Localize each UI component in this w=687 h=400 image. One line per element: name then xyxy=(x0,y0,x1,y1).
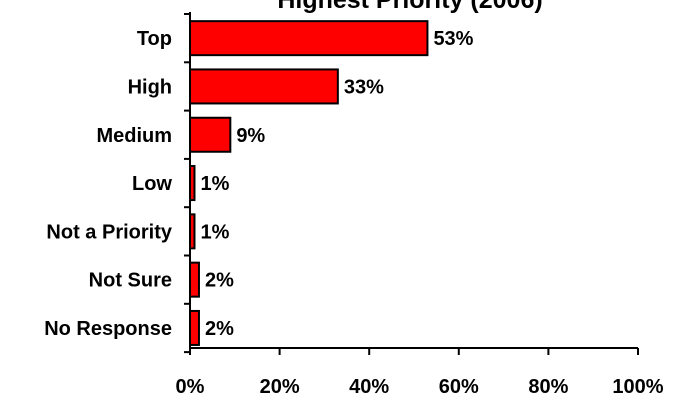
category-label: Medium xyxy=(96,125,172,147)
data-label: 2% xyxy=(205,270,234,292)
data-label: 1% xyxy=(200,173,229,195)
bar xyxy=(189,309,200,346)
category-label: Low xyxy=(132,173,172,195)
data-label: 2% xyxy=(205,318,234,340)
category-label: No Response xyxy=(44,318,172,340)
category-label: Not Sure xyxy=(89,270,172,292)
x-tick-label: 0% xyxy=(176,376,205,398)
x-tick-label: 80% xyxy=(528,376,568,398)
category-label: Not a Priority xyxy=(46,221,172,243)
bar xyxy=(189,68,339,105)
category-label: Top xyxy=(137,28,172,50)
x-tick-label: 100% xyxy=(612,376,663,398)
bars-layer: 53% 33% 9% 1% 1% 2% 2% xyxy=(189,20,474,346)
axis-layer: Top High Medium Low Not a Priority Not Sure No… xyxy=(44,12,664,398)
bar xyxy=(189,116,232,153)
data-label: 33% xyxy=(344,76,384,98)
category-label: High xyxy=(128,76,172,98)
x-tick-label: 20% xyxy=(260,376,300,398)
data-label: 1% xyxy=(200,221,229,243)
bar xyxy=(189,20,429,57)
x-tick-label: 60% xyxy=(439,376,479,398)
chart-title: Highest Priority (2006) xyxy=(277,0,542,14)
x-tick-label: 40% xyxy=(349,376,389,398)
data-label: 53% xyxy=(433,28,473,50)
bar xyxy=(189,261,200,298)
data-label: 9% xyxy=(236,125,265,147)
